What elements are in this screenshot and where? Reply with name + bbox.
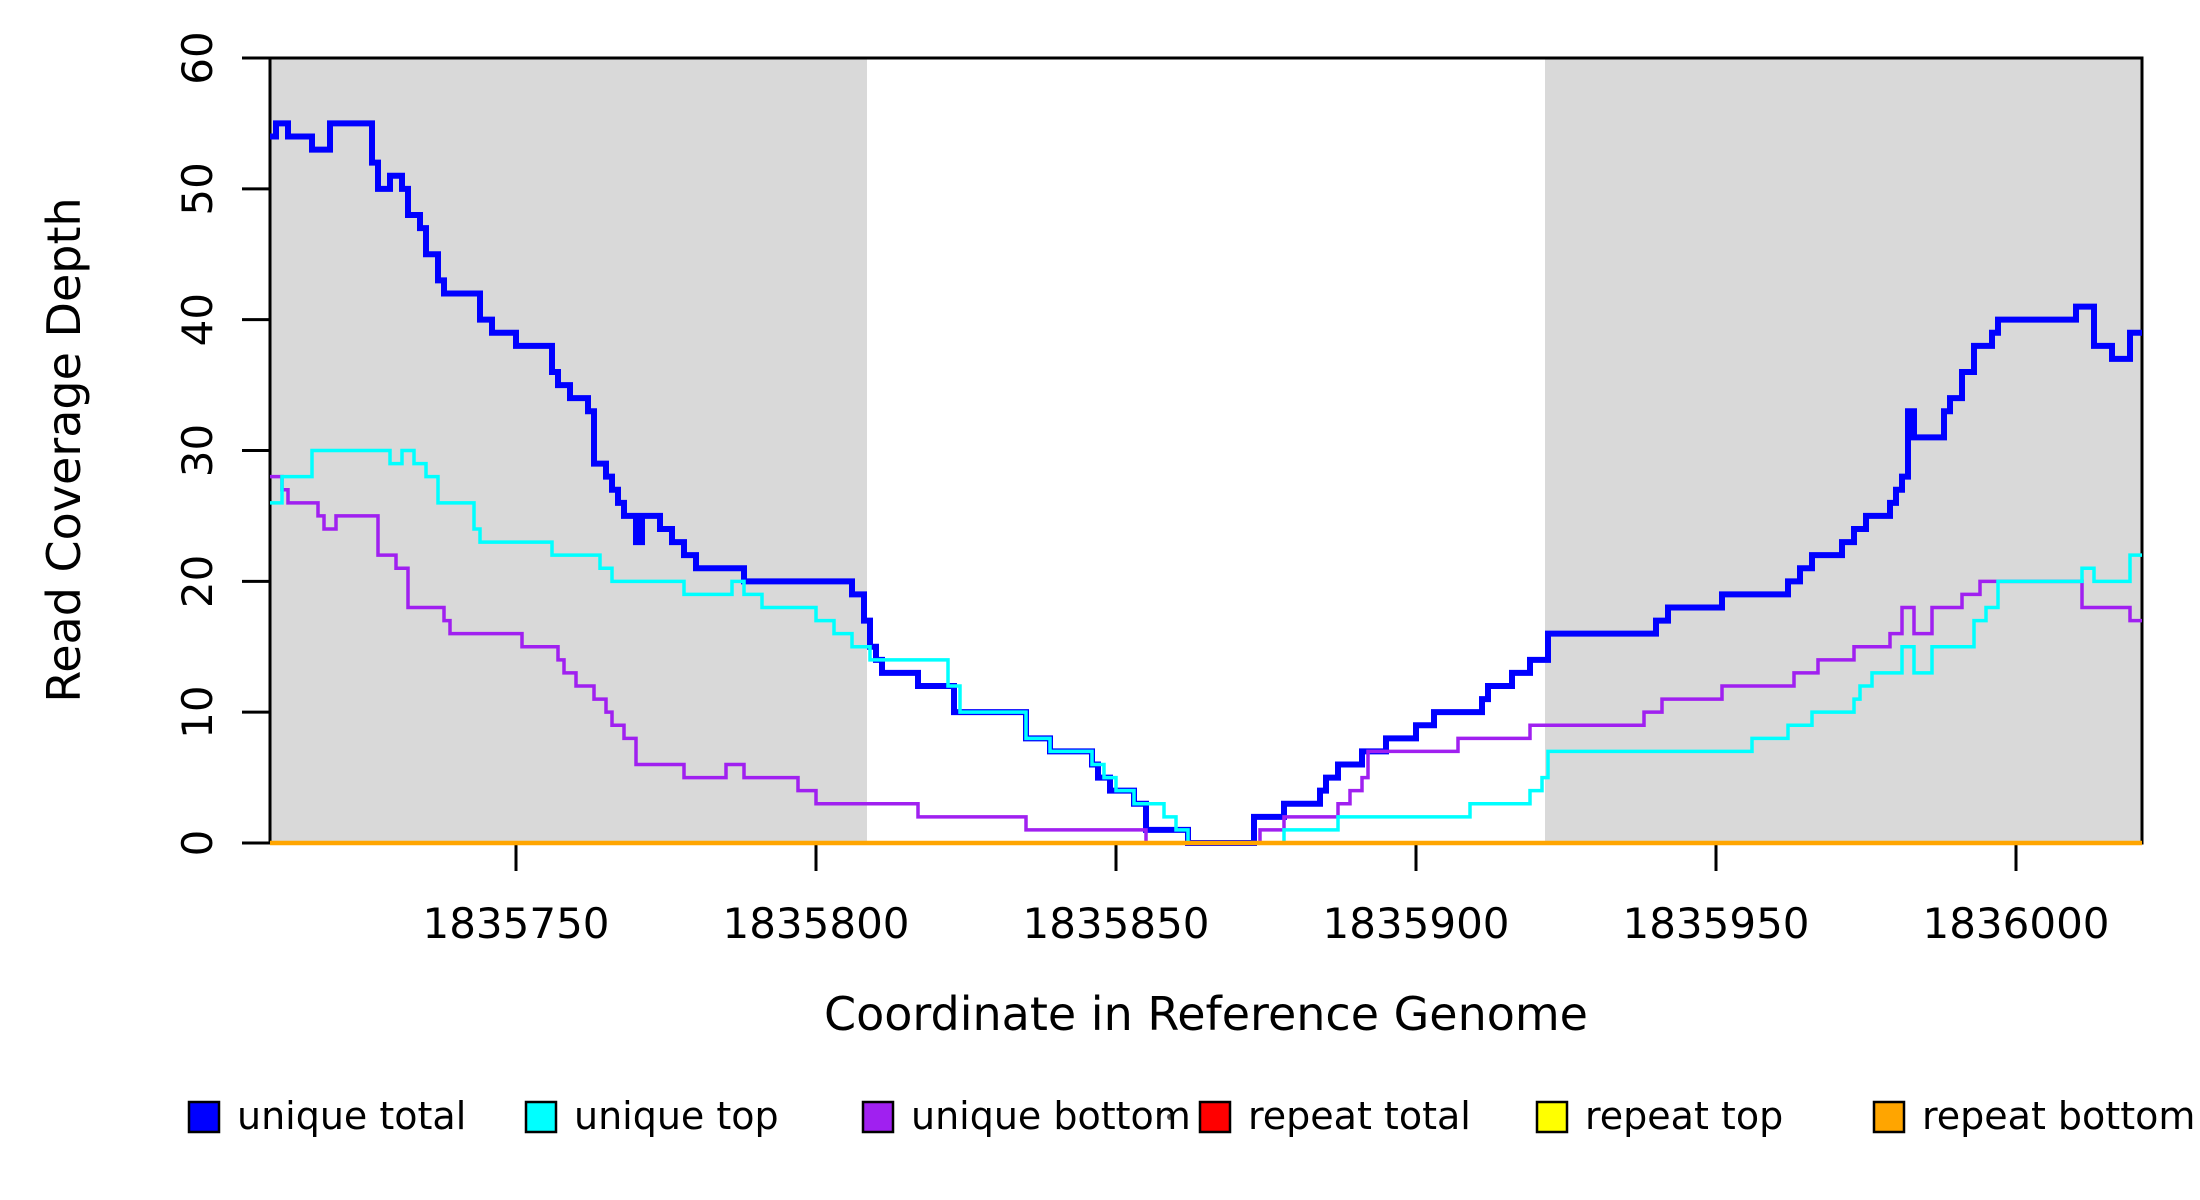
x-tick-label: 1835850: [1022, 899, 1209, 948]
x-tick-label: 1835950: [1622, 899, 1809, 948]
stray-mark: [1167, 1114, 1173, 1120]
y-tick-label: 30: [173, 424, 222, 477]
series-line-unique-bottom: [270, 474, 2142, 845]
x-tick-label: 1835900: [1322, 899, 1509, 948]
legend-swatch-repeat-top: [1535, 1100, 1569, 1134]
y-tick-label: 10: [173, 685, 222, 738]
legend-swatch-unique-top: [524, 1100, 558, 1134]
legend-swatch-repeat-bottom: [1872, 1100, 1906, 1134]
series-line-unique-total: [270, 120, 2142, 846]
data-series-layer: [270, 120, 2142, 846]
y-axis-ticks: 0 10 20 30 40 50 60: [173, 31, 270, 856]
legend-label-unique-total: unique total: [237, 1094, 466, 1138]
y-tick-label: 60: [173, 31, 222, 84]
y-tick-label: 0: [173, 830, 222, 857]
legend-swatch-unique-total: [187, 1100, 221, 1134]
y-axis-title: Read Coverage Depth: [37, 197, 91, 702]
y-tick-label: 40: [173, 293, 222, 346]
legend-label-repeat-top: repeat top: [1585, 1094, 1783, 1138]
legend-label-repeat-bottom: repeat bottom: [1922, 1094, 2195, 1138]
series-line-unique-top: [270, 448, 2142, 845]
legend-swatch-unique-bottom: [861, 1100, 895, 1134]
x-axis-ticks: 1835750 1835800 1835850 1835900 1835950 18360…: [422, 843, 2110, 948]
shaded-regions-layer: [270, 58, 2142, 843]
y-tick-label: 50: [173, 162, 222, 215]
x-tick-label: 1835800: [722, 899, 909, 948]
legend-swatch-repeat-total: [1198, 1100, 1232, 1134]
y-tick-label: 20: [173, 555, 222, 608]
legend-label-unique-bottom: unique bottom: [911, 1094, 1191, 1138]
legend-label-repeat-total: repeat total: [1248, 1094, 1471, 1138]
x-tick-label: 1835750: [422, 899, 609, 948]
legend-label-unique-top: unique top: [574, 1094, 779, 1138]
legend: unique total unique top unique bottom repea…: [187, 1094, 2195, 1138]
x-axis-title: Coordinate in Reference Genome: [824, 987, 1588, 1041]
x-tick-label: 1836000: [1922, 899, 2109, 948]
